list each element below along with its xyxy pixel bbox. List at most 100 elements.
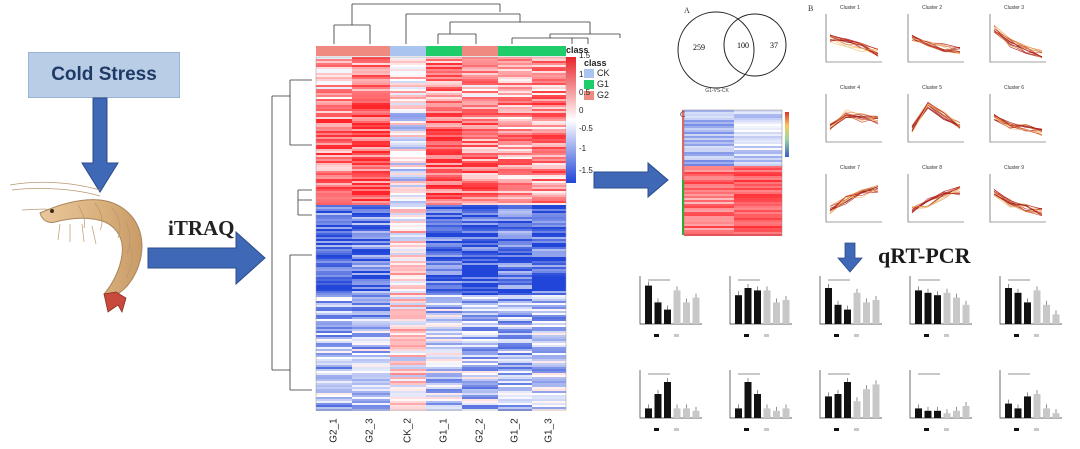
- qpcr-bar: [1043, 408, 1050, 418]
- qpcr-bar: [683, 302, 690, 324]
- cluster-plot: [989, 14, 1046, 63]
- qpcr-bar: [953, 297, 960, 324]
- cluster-plot: [989, 174, 1046, 223]
- cluster-title: Cluster 1: [840, 5, 861, 11]
- qpcr-bar: [773, 410, 780, 418]
- cluster-plot: [907, 14, 964, 63]
- qpcr-bar: [782, 300, 790, 324]
- qpcr-bar: [692, 410, 700, 418]
- legend-title: class: [584, 58, 607, 68]
- itraq-label: iTRAQ: [168, 216, 235, 240]
- legend-swatch-g1: [584, 80, 594, 89]
- colorbar: [566, 57, 576, 183]
- colorbar-tick-label: -0.5: [579, 124, 593, 133]
- qpcr-bar: [825, 288, 832, 324]
- legend-label-g1: G1: [597, 79, 610, 89]
- qpcr-bar: [1043, 304, 1050, 324]
- qpcr-bar-chart: [639, 276, 702, 337]
- qpcr-bar-chart: [729, 276, 792, 337]
- qrt-pcr-label: qRT-PCR: [878, 243, 971, 268]
- cluster-plot: [907, 174, 964, 223]
- legend-label-ck: CK: [597, 68, 610, 78]
- qpcr-bar-chart: [999, 370, 1062, 431]
- qpcr-bar: [853, 292, 861, 324]
- heatmap-cells: [316, 57, 566, 411]
- cluster-title: Cluster 9: [1004, 165, 1025, 171]
- venn-middle-count: 100: [737, 41, 749, 50]
- qpcr-bar: [834, 304, 842, 324]
- heatmap-column-label: G1_1: [438, 418, 450, 443]
- cluster-title: Cluster 8: [922, 165, 943, 171]
- venn-left-count: 259: [693, 43, 705, 52]
- cluster-title: Cluster 5: [922, 85, 943, 91]
- qpcr-bar: [744, 382, 752, 418]
- colorbar-tick-label: 0: [579, 106, 584, 115]
- qpcr-bar: [645, 408, 652, 418]
- qpcr-bar-chart: [909, 370, 972, 431]
- panel-c-heatmap: [682, 109, 789, 236]
- cluster-plot: [825, 14, 882, 63]
- venn-diagram: G1-VS-CK: [677, 11, 787, 94]
- qpcr-bar-chart: [909, 276, 972, 337]
- column-dendrogram: [333, 3, 621, 44]
- qpcr-bar: [664, 309, 671, 324]
- qpcr-bar: [654, 394, 662, 418]
- qpcr-bar: [763, 290, 771, 324]
- shrimp-illustration: [9, 181, 143, 314]
- qrt-pcr-arrow-icon: [837, 242, 863, 273]
- qpcr-bar: [834, 394, 842, 418]
- heatmap-border: [315, 56, 567, 411]
- venn-right-count: 37: [770, 41, 778, 50]
- qpcr-bar: [844, 309, 851, 324]
- qpcr-bar: [1005, 403, 1012, 418]
- cluster-title: Cluster 4: [840, 85, 861, 91]
- qpcr-bar: [673, 408, 681, 418]
- qpcr-bar: [915, 408, 922, 418]
- qpcr-bar: [773, 302, 780, 324]
- qpcr-bar: [1024, 302, 1031, 324]
- cluster-grid: [825, 14, 1046, 223]
- colorbar-tick-label: -1.5: [579, 166, 593, 175]
- qpcr-bar: [1052, 314, 1060, 324]
- cluster-title: Cluster 7: [840, 165, 861, 171]
- qpcr-bar: [1024, 396, 1031, 418]
- qpcr-bar: [1014, 408, 1022, 418]
- colorbar-tick-label: 1.5: [579, 51, 591, 60]
- qpcr-bar: [1005, 288, 1012, 324]
- cluster-plot: [907, 94, 964, 143]
- qpcr-bar: [754, 394, 761, 418]
- qpcr-bar-chart: [819, 276, 882, 337]
- cluster-title: Cluster 2: [922, 5, 943, 11]
- down-arrow-icon: [81, 97, 119, 193]
- qpcr-bar-chart: [819, 370, 882, 431]
- qpcr-bar: [1033, 290, 1041, 324]
- svg-text:G1-VS-CK: G1-VS-CK: [705, 88, 729, 94]
- qpcr-bar: [943, 292, 951, 324]
- qpcr-bar: [924, 292, 932, 324]
- heatmap-column-label: G1_3: [543, 418, 555, 443]
- qpcr-bar: [1052, 413, 1060, 418]
- qpcr-bar: [934, 295, 941, 324]
- qpcr-bar: [1033, 394, 1041, 418]
- qpcr-bar: [863, 302, 870, 324]
- colorbar-tick-label: 1: [579, 70, 584, 79]
- cluster-title: Cluster 6: [1004, 85, 1025, 91]
- qpcr-bar: [863, 389, 870, 418]
- heatmap-column-label: G1_2: [509, 418, 521, 443]
- heatmap-to-clusters-arrow-icon: [593, 161, 669, 199]
- cluster-plot: [825, 94, 882, 143]
- colorbar-tick-label: 0.5: [579, 88, 591, 97]
- legend-swatch-ck: [584, 69, 594, 78]
- panel-b-letter: B: [808, 4, 814, 13]
- qpcr-bar: [654, 302, 662, 324]
- qpcr-bar: [645, 285, 652, 324]
- class-annotation-bar: [316, 46, 566, 56]
- heatmap-column-label: G2_1: [328, 418, 340, 443]
- cluster-title: Cluster 3: [1004, 5, 1025, 11]
- row-dendrogram: [271, 79, 312, 391]
- qpcr-bar: [872, 300, 880, 324]
- qpcr-bar: [664, 382, 671, 418]
- qpcr-bar: [962, 304, 970, 324]
- panel-a-letter: A: [684, 6, 690, 15]
